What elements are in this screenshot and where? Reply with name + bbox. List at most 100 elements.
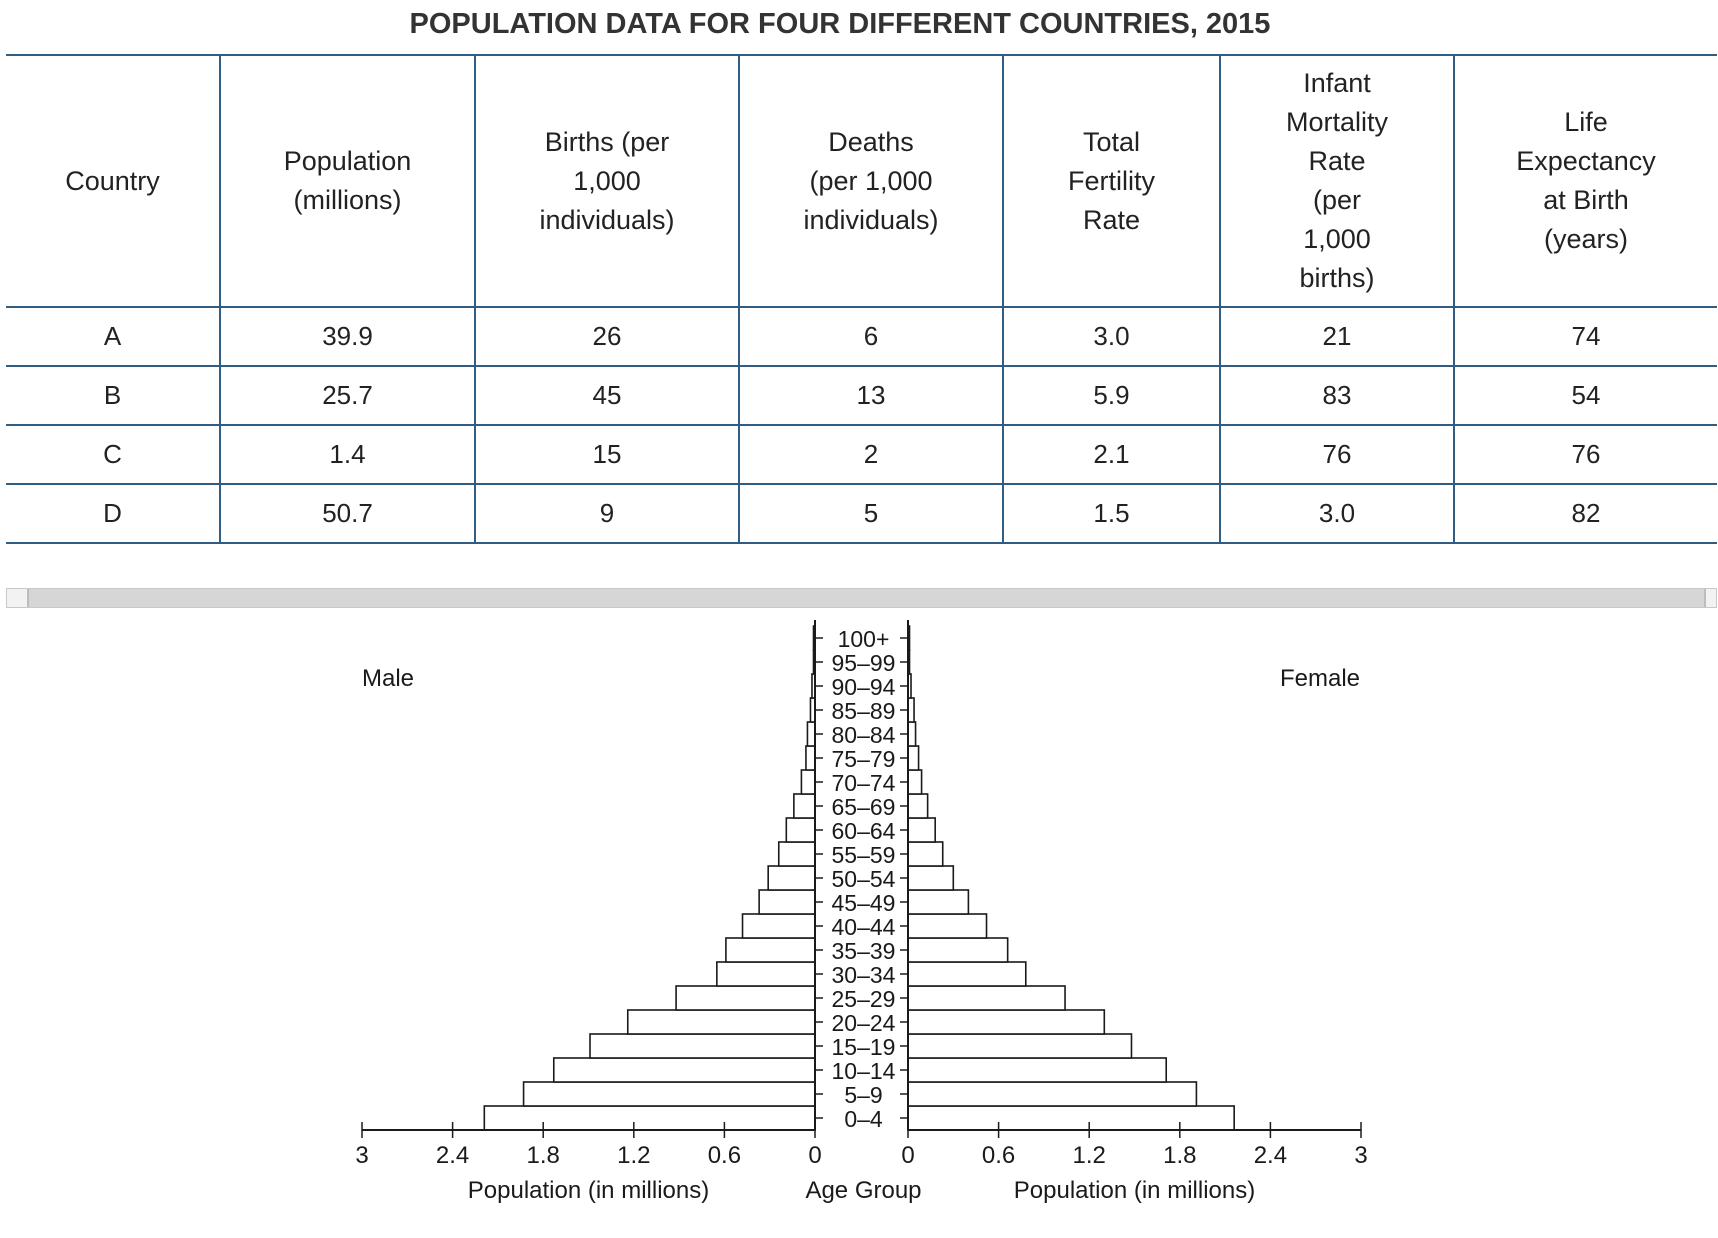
table-row: A 39.9 26 6 3.0 21 74 xyxy=(6,307,1717,367)
population-pyramid-chart: 0–45–910–1415–1920–2425–2930–3435–3940–4… xyxy=(355,620,1368,1204)
age-group-label: 15–19 xyxy=(832,1034,896,1060)
table-cell: 13 xyxy=(738,366,1004,426)
age-group-label: 70–74 xyxy=(832,770,896,796)
horizontal-scrollbar[interactable] xyxy=(6,588,1717,608)
table-cell: A xyxy=(6,307,221,367)
male-bar xyxy=(589,1033,816,1059)
col-header-births: Births (per 1,000 individuals) xyxy=(474,54,740,308)
male-bar xyxy=(758,889,816,915)
table-cell: 82 xyxy=(1453,484,1717,544)
table-cell: 2 xyxy=(738,425,1004,485)
male-bar xyxy=(552,1057,816,1083)
female-x-axis-label: Population (in millions) xyxy=(1014,1177,1255,1204)
table-cell: 50.7 xyxy=(219,484,476,544)
age-group-label: 85–89 xyxy=(832,698,896,724)
col-header-country: Country xyxy=(6,54,221,308)
header-line: (millions) xyxy=(293,185,402,215)
table-row: C 1.4 15 2 2.1 76 76 xyxy=(6,425,1717,485)
age-group-label: 90–94 xyxy=(832,674,896,700)
female-bar xyxy=(907,937,1009,963)
table-cell: 39.9 xyxy=(219,307,476,367)
header-line: (years) xyxy=(1543,224,1628,254)
female-x-tick-label: 1.8 xyxy=(1163,1142,1196,1169)
age-group-label: 50–54 xyxy=(832,866,896,892)
female-bar xyxy=(907,793,929,819)
male-bar xyxy=(785,817,816,843)
female-bar xyxy=(907,1033,1133,1059)
age-group-label: 55–59 xyxy=(832,842,896,868)
age-group-label: 35–39 xyxy=(832,938,896,964)
male-x-tick-label: 1.2 xyxy=(617,1142,650,1169)
table-row: D 50.7 9 5 1.5 3.0 82 xyxy=(6,484,1717,544)
table-cell: 25.7 xyxy=(219,366,476,426)
header-line: 1,000 xyxy=(1303,224,1371,254)
table-cell: 9 xyxy=(474,484,740,544)
page-title: POPULATION DATA FOR FOUR DIFFERENT COUNT… xyxy=(409,8,1271,40)
table-cell: D xyxy=(6,484,221,544)
female-bar xyxy=(907,769,923,795)
male-bar xyxy=(777,841,816,867)
table-row: B 25.7 45 13 5.9 83 54 xyxy=(6,366,1717,426)
male-bar xyxy=(767,865,816,891)
header-line: Mortality xyxy=(1285,107,1388,137)
male-bar xyxy=(805,745,816,771)
female-bar xyxy=(907,1081,1198,1107)
table-cell: C xyxy=(6,425,221,485)
female-x-tick-label: 2.4 xyxy=(1254,1142,1287,1169)
female-bar xyxy=(907,913,988,939)
header-line: births) xyxy=(1299,263,1375,293)
age-group-label: 100+ xyxy=(838,626,890,652)
table-cell: 15 xyxy=(474,425,740,485)
male-side-label: Male xyxy=(362,665,414,692)
male-bar xyxy=(725,937,816,963)
header-line: at Birth xyxy=(1543,185,1629,215)
table-cell: 6 xyxy=(738,307,1004,367)
female-bar xyxy=(907,745,920,771)
header-line: Total xyxy=(1082,126,1141,157)
male-bar xyxy=(793,793,816,819)
table-cell: 74 xyxy=(1453,307,1717,367)
age-group-label: 0–4 xyxy=(844,1106,883,1132)
header-line: Expectancy xyxy=(1516,146,1656,176)
col-header-infant-mortality: Infant Mortality Rate (per 1,000 births) xyxy=(1219,54,1455,308)
female-side-label: Female xyxy=(1280,665,1360,692)
scroll-left-cap[interactable] xyxy=(7,589,29,607)
male-bar xyxy=(741,913,816,939)
male-bar xyxy=(716,961,816,987)
table-cell: 45 xyxy=(474,366,740,426)
female-bar xyxy=(907,1057,1168,1083)
age-group-label: 80–84 xyxy=(832,722,896,748)
male-bar xyxy=(675,985,816,1011)
age-group-label: 65–69 xyxy=(832,794,896,820)
female-bar xyxy=(907,721,917,747)
age-group-label: 40–44 xyxy=(832,914,896,940)
header-line: Deaths xyxy=(828,126,914,157)
age-group-label: 95–99 xyxy=(832,650,896,676)
col-header-fertility: Total Fertility Rate xyxy=(1002,54,1221,308)
table-cell: 1.5 xyxy=(1002,484,1221,544)
header-line: individuals) xyxy=(803,204,939,235)
table-cell: 2.1 xyxy=(1002,425,1221,485)
male-bar xyxy=(800,769,816,795)
col-header-deaths: Deaths (per 1,000 individuals) xyxy=(738,54,1004,308)
table-cell: 5.9 xyxy=(1002,366,1221,426)
table-cell: 21 xyxy=(1219,307,1455,367)
header-line: Infant xyxy=(1303,68,1371,98)
header-line: Population xyxy=(283,146,412,176)
age-group-label: 75–79 xyxy=(832,746,896,772)
female-bar xyxy=(907,865,955,891)
age-group-label: 5–9 xyxy=(844,1082,882,1108)
male-x-tick-label: 0.6 xyxy=(708,1142,741,1169)
header-line: (per xyxy=(1312,185,1361,215)
header-line: Rate xyxy=(1308,146,1366,176)
table-cell: 5 xyxy=(738,484,1004,544)
table-header-row: Country Population (millions) Births (per… xyxy=(6,54,1717,308)
scroll-right-cap[interactable] xyxy=(1704,589,1716,607)
table-cell: 76 xyxy=(1453,425,1717,485)
age-group-axis-label: Age Group xyxy=(805,1177,921,1204)
header-line: Life xyxy=(1564,107,1608,137)
female-x-tick-label: 0 xyxy=(901,1142,914,1169)
age-group-label: 60–64 xyxy=(832,818,896,844)
male-x-axis-label: Population (in millions) xyxy=(468,1177,709,1204)
table-cell: 3.0 xyxy=(1219,484,1455,544)
